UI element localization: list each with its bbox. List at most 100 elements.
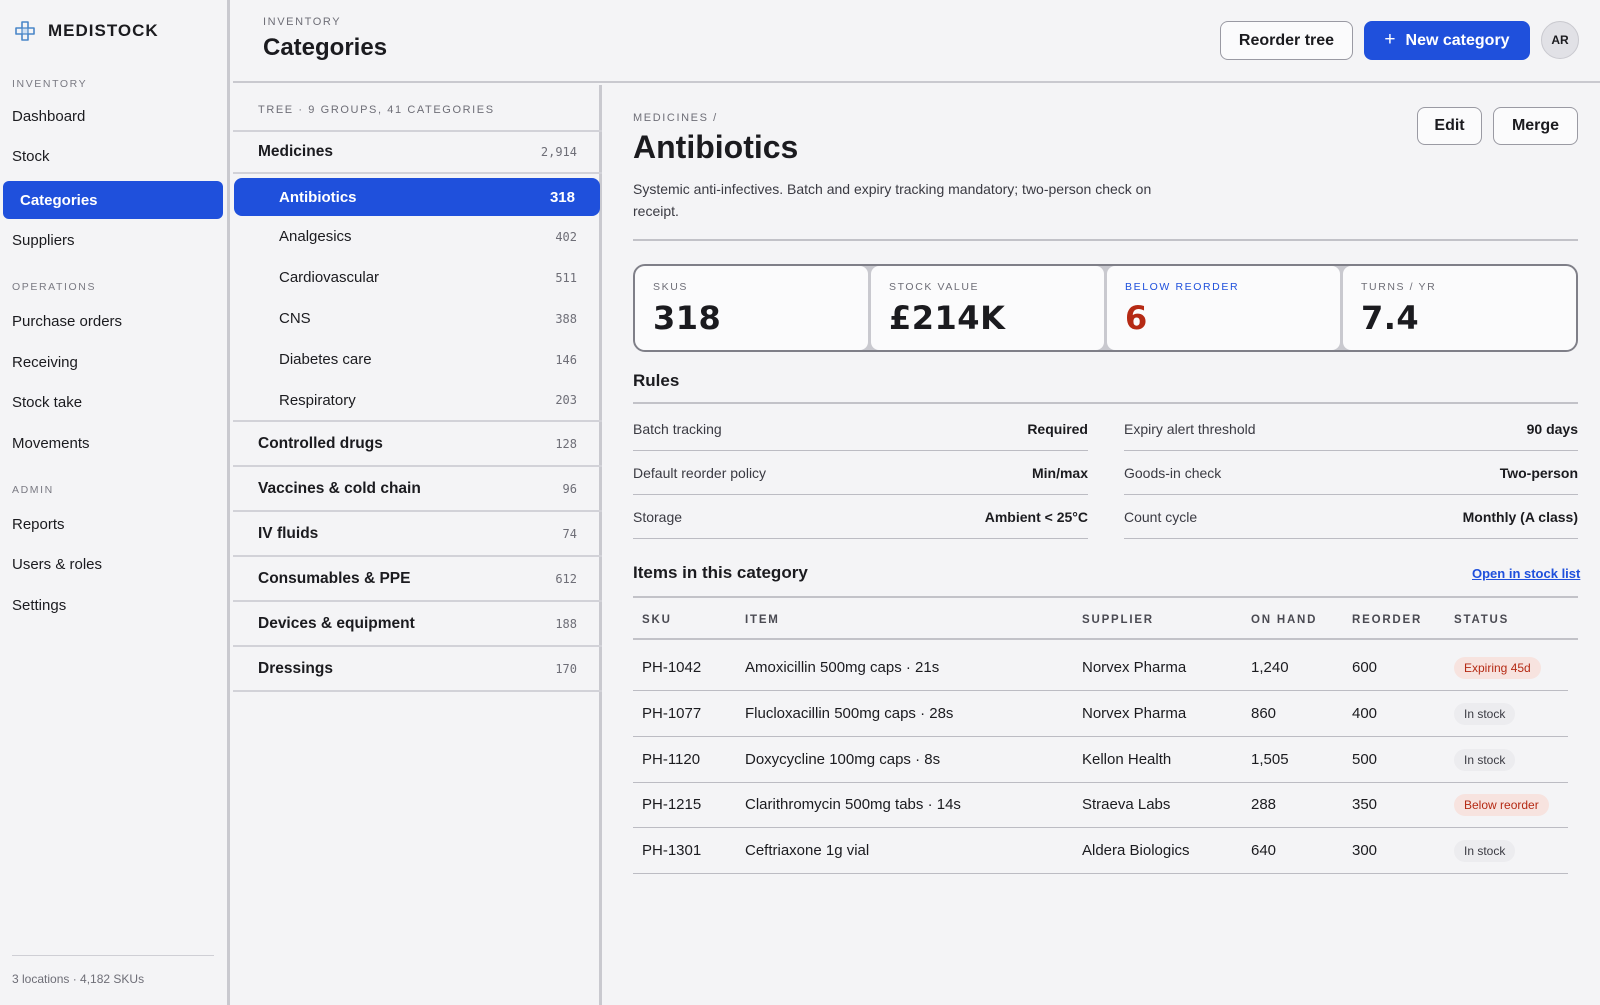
cell-sku: PH-1042	[642, 659, 702, 676]
rule-key: Default reorder policy	[633, 464, 767, 481]
tree-item-cns[interactable]: CNS 388	[233, 298, 602, 339]
column-header-sku[interactable]: SKU	[642, 614, 672, 626]
category-title: Antibiotics	[633, 129, 799, 165]
column-header-item[interactable]: ITEM	[745, 614, 780, 626]
cell-sku: PH-1215	[642, 796, 702, 813]
cell-item: Clarithromycin 500mg tabs · 14s	[745, 796, 961, 813]
rule-expiry-alert: Expiry alert threshold 90 days	[1124, 407, 1578, 451]
detail-divider	[633, 239, 1578, 241]
tree-group-medicines[interactable]: Medicines 2,914	[233, 132, 602, 174]
nav-item-users-roles[interactable]: Users & roles	[12, 555, 103, 573]
tree-row-count: 203	[555, 393, 577, 407]
nav-item-receiving[interactable]: Receiving	[12, 353, 78, 371]
cell-sku: PH-1120	[642, 751, 701, 768]
status-badge: Below reorder	[1454, 794, 1549, 816]
tree-group-devices-equipment[interactable]: Devices & equipment 188	[233, 602, 602, 647]
table-row[interactable]: PH-1042 Amoxicillin 500mg caps · 21s Nor…	[633, 645, 1568, 691]
tree-heading: TREE · 9 GROUPS, 41 CATEGORIES	[233, 85, 602, 132]
rule-value: Monthly (A class)	[1462, 508, 1578, 525]
tree-row-label: Cardiovascular	[279, 269, 380, 286]
tree-group-iv-fluids[interactable]: IV fluids 74	[233, 512, 602, 557]
nav-item-settings[interactable]: Settings	[12, 596, 67, 614]
tree-item-respiratory[interactable]: Respiratory 203	[233, 380, 602, 422]
tree-group-vaccines-cold-chain[interactable]: Vaccines & cold chain 96	[233, 467, 602, 512]
rule-value: Ambient < 25°C	[984, 508, 1088, 525]
plus-icon: +	[1384, 28, 1396, 50]
tree-group-controlled-drugs[interactable]: Controlled drugs 128	[233, 422, 602, 467]
rule-value: Two-person	[1499, 464, 1578, 481]
nav-item-suppliers[interactable]: Suppliers	[12, 231, 75, 249]
tree-row-label: Vaccines & cold chain	[258, 479, 421, 497]
tree-row-label: Dressings	[258, 659, 333, 677]
brand-name: MEDISTOCK	[48, 21, 159, 40]
edit-button[interactable]: Edit	[1417, 107, 1482, 145]
table-row[interactable]: PH-1120 Doxycycline 100mg caps · 8s Kell…	[633, 737, 1568, 783]
cell-item: Amoxicillin 500mg caps · 21s	[745, 659, 940, 676]
tree-row-label: Diabetes care	[279, 351, 372, 368]
tree-item-cardiovascular[interactable]: Cardiovascular 511	[233, 257, 602, 298]
brand[interactable]: MEDISTOCK	[14, 20, 159, 42]
rule-storage: Storage Ambient < 25°C	[633, 495, 1088, 539]
rule-key: Expiry alert threshold	[1124, 420, 1256, 437]
page-header: INVENTORY Categories Reorder tree + New …	[233, 0, 1600, 83]
stat-label: STOCK VALUE	[889, 281, 980, 293]
merge-button[interactable]: Merge	[1493, 107, 1578, 145]
column-header-reorder[interactable]: REORDER	[1352, 614, 1423, 626]
table-row[interactable]: PH-1301 Ceftriaxone 1g vial Aldera Biolo…	[633, 828, 1568, 874]
tree-item-analgesics[interactable]: Analgesics 402	[233, 216, 602, 257]
tree-item-diabetes-care[interactable]: Diabetes care 146	[233, 339, 602, 380]
rules-divider	[633, 402, 1578, 404]
stats-strip: SKUS 318 STOCK VALUE £214K BELOW REORDER…	[633, 264, 1578, 352]
stat-label: TURNS / YR	[1361, 281, 1437, 293]
cell-supplier: Aldera Biologics	[1082, 842, 1190, 859]
nav-item-reports[interactable]: Reports	[12, 515, 65, 533]
status-badge: Expiring 45d	[1454, 657, 1541, 679]
tree-row-count: 96	[562, 481, 577, 496]
sidebar-divider	[12, 955, 214, 956]
tree-row-count: 318	[549, 188, 575, 206]
column-header-supplier[interactable]: SUPPLIER	[1082, 614, 1154, 626]
rule-goods-in-check: Goods-in check Two-person	[1124, 451, 1578, 495]
nav-item-stock-take[interactable]: Stock take	[12, 393, 83, 411]
stat-card-skus: SKUS 318	[635, 266, 868, 350]
nav-section-inventory: INVENTORY	[12, 78, 88, 90]
cell-on-hand: 1,240	[1251, 659, 1289, 676]
reorder-tree-button[interactable]: Reorder tree	[1220, 21, 1353, 60]
new-category-label: New category	[1405, 31, 1510, 49]
nav-item-dashboard[interactable]: Dashboard	[12, 107, 86, 125]
tree-row-label: IV fluids	[258, 524, 319, 542]
cell-reorder: 500	[1352, 751, 1378, 768]
sidebar: MEDISTOCK INVENTORY Dashboard Stock Cate…	[0, 0, 230, 1005]
nav-item-purchase-orders[interactable]: Purchase orders	[12, 312, 123, 330]
new-category-button[interactable]: + New category	[1364, 21, 1530, 60]
tree-group-dressings[interactable]: Dressings 170	[233, 647, 602, 692]
rule-key: Goods-in check	[1124, 464, 1222, 481]
rules-title: Rules	[633, 371, 680, 390]
table-row[interactable]: PH-1215 Clarithromycin 500mg tabs · 14s …	[633, 782, 1568, 828]
tree-row-label: CNS	[279, 310, 311, 327]
cell-supplier: Kellon Health	[1082, 751, 1172, 768]
user-avatar[interactable]: AR	[1541, 21, 1579, 59]
rule-count-cycle: Count cycle Monthly (A class)	[1124, 495, 1578, 539]
stat-value: 318	[653, 299, 722, 337]
nav-item-stock[interactable]: Stock	[12, 147, 50, 165]
cell-item: Doxycycline 100mg caps · 8s	[745, 751, 941, 768]
column-header-status[interactable]: STATUS	[1454, 614, 1510, 626]
rule-key: Batch tracking	[633, 420, 722, 437]
nav-item-categories[interactable]: Categories	[3, 181, 223, 219]
nav-item-movements[interactable]: Movements	[12, 434, 90, 452]
rule-value: 90 days	[1526, 420, 1578, 437]
tree-group-consumables-ppe[interactable]: Consumables & PPE 612	[233, 557, 602, 602]
rule-value: Required	[1027, 420, 1088, 437]
status-badge: In stock	[1454, 749, 1516, 771]
stat-label: BELOW REORDER	[1125, 281, 1240, 293]
table-row[interactable]: PH-1077 Flucloxacillin 500mg caps · 28s …	[633, 691, 1568, 737]
nav-section-admin: ADMIN	[12, 484, 54, 496]
open-in-stock-list-link[interactable]: Open in stock list	[1472, 566, 1581, 581]
cell-supplier: Straeva Labs	[1082, 796, 1171, 813]
column-header-on-hand[interactable]: ON HAND	[1251, 614, 1318, 626]
tree-row-count: 146	[555, 352, 577, 367]
items-title: Items in this category	[633, 563, 808, 582]
rule-reorder-policy: Default reorder policy Min/max	[633, 451, 1088, 495]
tree-item-antibiotics[interactable]: Antibiotics 318	[234, 178, 600, 216]
